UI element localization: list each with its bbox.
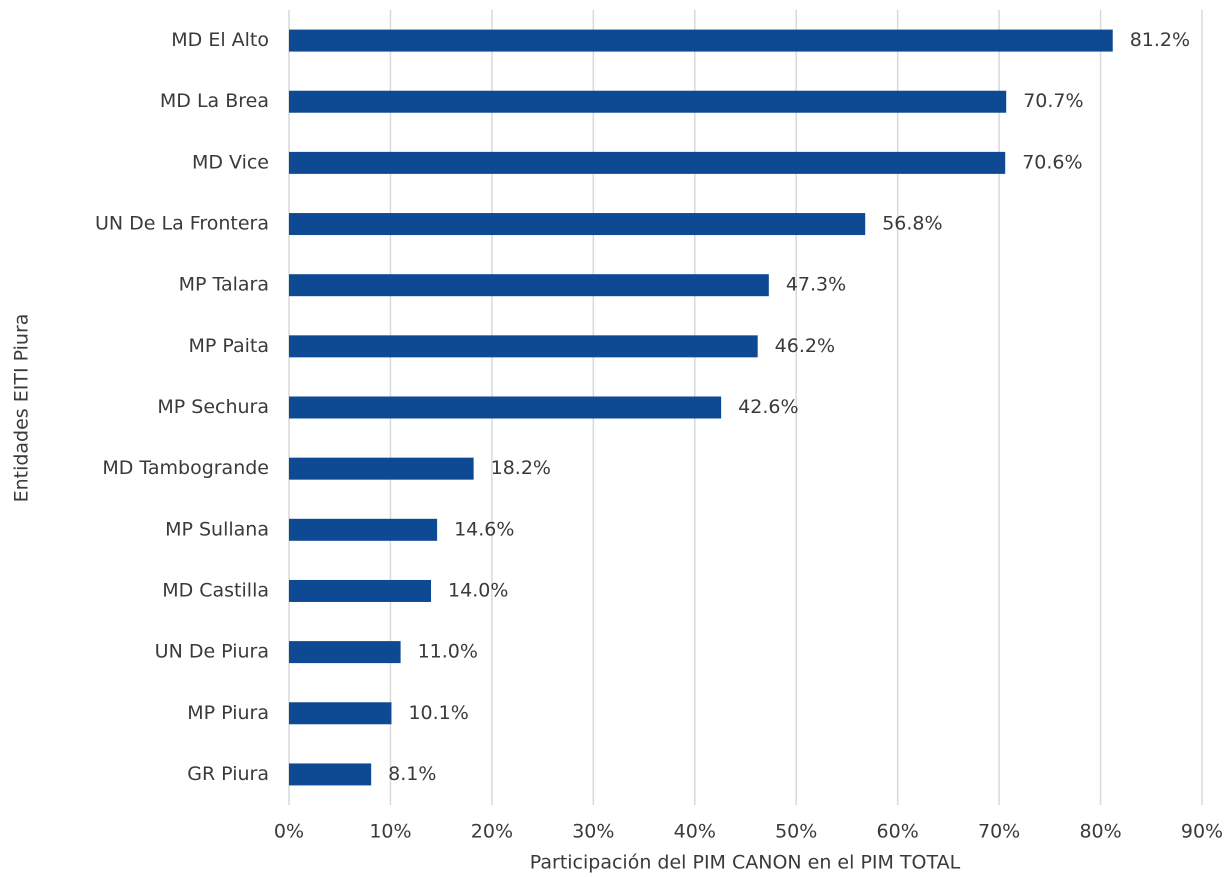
bar [289,213,866,236]
x-tick-label: 60% [877,821,919,843]
data-label: 14.0% [448,579,508,601]
x-tick-label: 80% [1079,821,1121,843]
bar [289,702,392,725]
y-tick-label: UN De La Frontera [95,213,269,235]
bar [289,457,474,480]
bar [289,763,372,786]
y-tick-label: MP Piura [187,702,269,724]
bar [289,29,1113,52]
x-tick-label: 30% [572,821,614,843]
y-tick-label: MD El Alto [171,29,269,51]
data-label: 70.7% [1023,90,1083,112]
bar [289,518,438,541]
x-tick-label: 20% [471,821,513,843]
y-tick-label: MP Sullana [165,518,269,540]
y-tick-label: GR Piura [187,763,269,785]
data-label: 11.0% [418,641,478,663]
y-axis-title: Entidades EITI Piura [11,314,33,503]
y-tick-label: MD La Brea [160,90,269,112]
y-tick-label: MP Sechura [157,396,269,418]
y-tick-label: MP Paita [188,335,269,357]
data-label: 46.2% [775,335,835,357]
x-tick-label: 0% [274,821,304,843]
data-label: 56.8% [882,213,942,235]
data-label: 18.2% [491,457,551,479]
data-label: 47.3% [786,274,846,296]
data-label: 10.1% [408,702,468,724]
x-tick-label: 10% [369,821,411,843]
y-tick-label: MP Talara [179,274,269,296]
data-label: 81.2% [1130,29,1190,51]
x-tick-label: 90% [1181,821,1223,843]
x-tick-label: 70% [978,821,1020,843]
x-tick-label: 50% [775,821,817,843]
data-label: 70.6% [1022,151,1082,173]
x-tick-label: 40% [674,821,716,843]
data-label: 8.1% [388,763,436,785]
y-tick-label: MD Castilla [162,579,269,601]
bar [289,151,1006,174]
data-label: 14.6% [454,518,514,540]
y-tick-label: MD Tambogrande [102,457,269,479]
bar [289,274,769,297]
bar [289,579,432,602]
bar [289,641,401,664]
bar [289,335,758,358]
y-tick-label: MD Vice [192,151,269,173]
data-label: 42.6% [738,396,798,418]
x-axis-title: Participación del PIM CANON en el PIM TO… [530,852,961,874]
bar [289,396,722,419]
y-tick-label: UN De Piura [155,641,269,663]
bar [289,90,1007,113]
